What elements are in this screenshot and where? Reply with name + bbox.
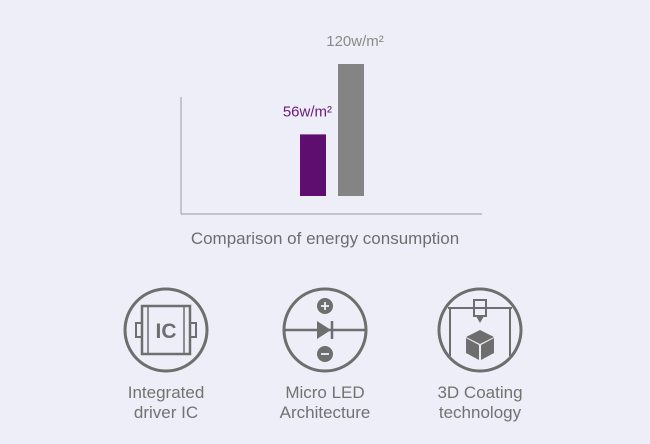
feature-label-line1: Micro LED <box>285 383 365 402</box>
svg-text:IC: IC <box>156 320 177 343</box>
bar-value-label-1: 56w/m² <box>283 103 332 120</box>
bar-1 <box>300 134 326 196</box>
feature-label-line1: Integrated <box>127 383 205 402</box>
energy-chart: 56w/m² 120w/m² <box>180 33 482 215</box>
3d-printer-icon <box>437 287 523 373</box>
feature-label-line2: Architecture <box>279 403 371 422</box>
integrated-circuit-icon: IC <box>123 287 209 373</box>
bar-2 <box>338 64 364 196</box>
chart-caption: Comparison of energy consumption <box>190 229 460 248</box>
feature-integrated-driver-ic: IC Integrated driver IC <box>81 286 251 423</box>
bar-value-label-2: 120w/m² <box>326 33 384 50</box>
diode-icon <box>282 287 368 373</box>
feature-label-line1: 3D Coating <box>437 383 523 402</box>
feature-micro-led: Micro LED Architecture <box>240 286 410 423</box>
feature-label-line2: technology <box>438 403 522 422</box>
feature-3d-coating: 3D Coating technology <box>395 286 565 423</box>
feature-label-line2: driver IC <box>133 403 199 422</box>
